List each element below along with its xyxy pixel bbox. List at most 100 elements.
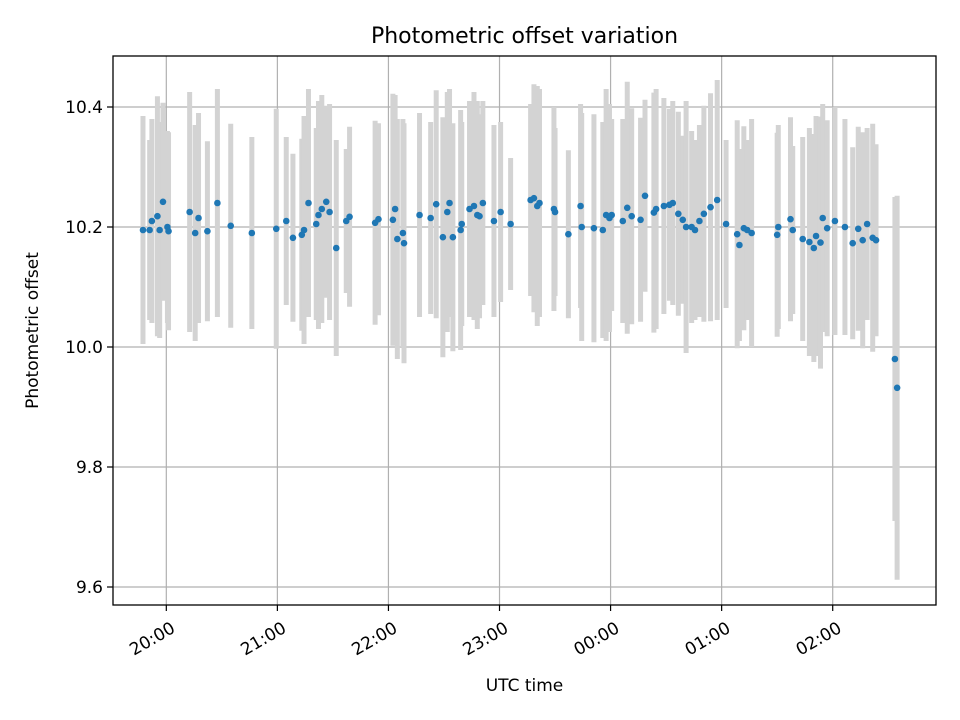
data-point bbox=[722, 220, 730, 228]
data-point bbox=[823, 224, 831, 232]
data-point bbox=[146, 226, 153, 234]
data-point bbox=[700, 210, 708, 218]
data-point bbox=[530, 194, 538, 202]
data-point bbox=[156, 226, 163, 234]
data-point bbox=[789, 226, 797, 234]
data-point bbox=[812, 232, 820, 240]
data-point bbox=[736, 241, 743, 249]
y-axis-label: Photometric offset bbox=[23, 252, 43, 409]
data-point bbox=[449, 233, 457, 241]
data-point bbox=[713, 196, 721, 204]
data-point bbox=[446, 199, 453, 207]
y-tick-label: 10.4 bbox=[65, 98, 103, 118]
data-point bbox=[872, 236, 880, 244]
y-tick-label: 10.0 bbox=[65, 338, 103, 358]
data-point bbox=[439, 233, 447, 241]
data-point bbox=[470, 202, 478, 210]
data-point bbox=[479, 199, 487, 207]
data-point bbox=[165, 227, 172, 235]
data-point bbox=[148, 217, 156, 225]
data-point bbox=[282, 217, 290, 225]
y-axis: 9.6 9.8 10.0 10.2 10.4 bbox=[65, 98, 113, 598]
data-point bbox=[831, 217, 839, 225]
data-point bbox=[590, 224, 598, 232]
data-point bbox=[490, 217, 498, 225]
data-point bbox=[400, 239, 408, 247]
data-point bbox=[416, 211, 423, 219]
data-point bbox=[599, 226, 607, 234]
data-point bbox=[628, 212, 635, 220]
data-point bbox=[332, 244, 340, 252]
data-point bbox=[578, 223, 585, 231]
data-point bbox=[432, 200, 440, 208]
y-tick-label: 9.8 bbox=[76, 458, 103, 478]
data-point bbox=[682, 223, 690, 231]
data-point bbox=[272, 225, 280, 233]
data-point bbox=[748, 229, 755, 237]
data-point bbox=[854, 225, 862, 233]
data-point bbox=[774, 223, 782, 231]
data-point bbox=[394, 235, 401, 243]
plot-frame bbox=[112, 55, 937, 606]
data-point bbox=[507, 220, 514, 228]
data-point bbox=[139, 226, 147, 234]
data-point bbox=[389, 216, 397, 224]
data-point bbox=[691, 226, 699, 234]
data-point bbox=[565, 230, 572, 238]
data-point bbox=[817, 239, 824, 246]
marker-layer bbox=[139, 192, 901, 392]
data-point bbox=[476, 212, 483, 220]
data-point bbox=[891, 355, 899, 363]
data-point bbox=[391, 205, 399, 213]
data-point bbox=[652, 205, 660, 213]
data-point bbox=[457, 226, 464, 234]
data-point bbox=[326, 208, 333, 216]
data-point bbox=[375, 215, 382, 223]
data-point bbox=[204, 227, 211, 235]
data-point bbox=[893, 384, 901, 392]
data-point bbox=[669, 199, 677, 207]
data-point bbox=[312, 220, 320, 228]
data-point bbox=[551, 208, 559, 216]
data-point bbox=[623, 204, 631, 212]
data-point bbox=[773, 231, 781, 239]
data-point bbox=[806, 238, 813, 246]
data-point bbox=[322, 198, 330, 206]
data-point bbox=[859, 236, 866, 244]
data-point bbox=[810, 244, 818, 252]
data-point bbox=[315, 211, 322, 219]
data-point bbox=[289, 234, 297, 242]
data-point bbox=[227, 222, 235, 230]
data-point bbox=[637, 216, 644, 224]
data-point bbox=[799, 235, 807, 243]
data-point bbox=[849, 239, 857, 247]
data-point bbox=[707, 203, 714, 211]
data-point bbox=[577, 202, 584, 210]
y-tick-label: 10.2 bbox=[65, 218, 103, 238]
data-point bbox=[675, 210, 682, 218]
data-point bbox=[679, 216, 687, 224]
data-point bbox=[841, 223, 849, 231]
data-point bbox=[641, 192, 649, 200]
data-point bbox=[186, 208, 193, 216]
data-point bbox=[536, 199, 543, 207]
data-point bbox=[863, 220, 871, 228]
data-point bbox=[787, 215, 794, 223]
x-axis-label: UTC time bbox=[486, 676, 564, 696]
data-point bbox=[696, 217, 703, 225]
data-point bbox=[819, 214, 827, 222]
y-tick-label: 9.6 bbox=[76, 578, 103, 598]
data-point bbox=[346, 213, 353, 221]
data-point bbox=[214, 199, 221, 207]
data-point bbox=[458, 220, 466, 228]
data-point bbox=[318, 205, 326, 213]
data-point bbox=[154, 212, 161, 220]
data-point bbox=[660, 202, 668, 210]
data-point bbox=[195, 214, 202, 222]
data-point bbox=[733, 230, 741, 238]
data-point bbox=[608, 211, 615, 219]
data-point bbox=[159, 198, 167, 206]
data-point bbox=[248, 229, 256, 237]
data-point bbox=[191, 229, 199, 237]
